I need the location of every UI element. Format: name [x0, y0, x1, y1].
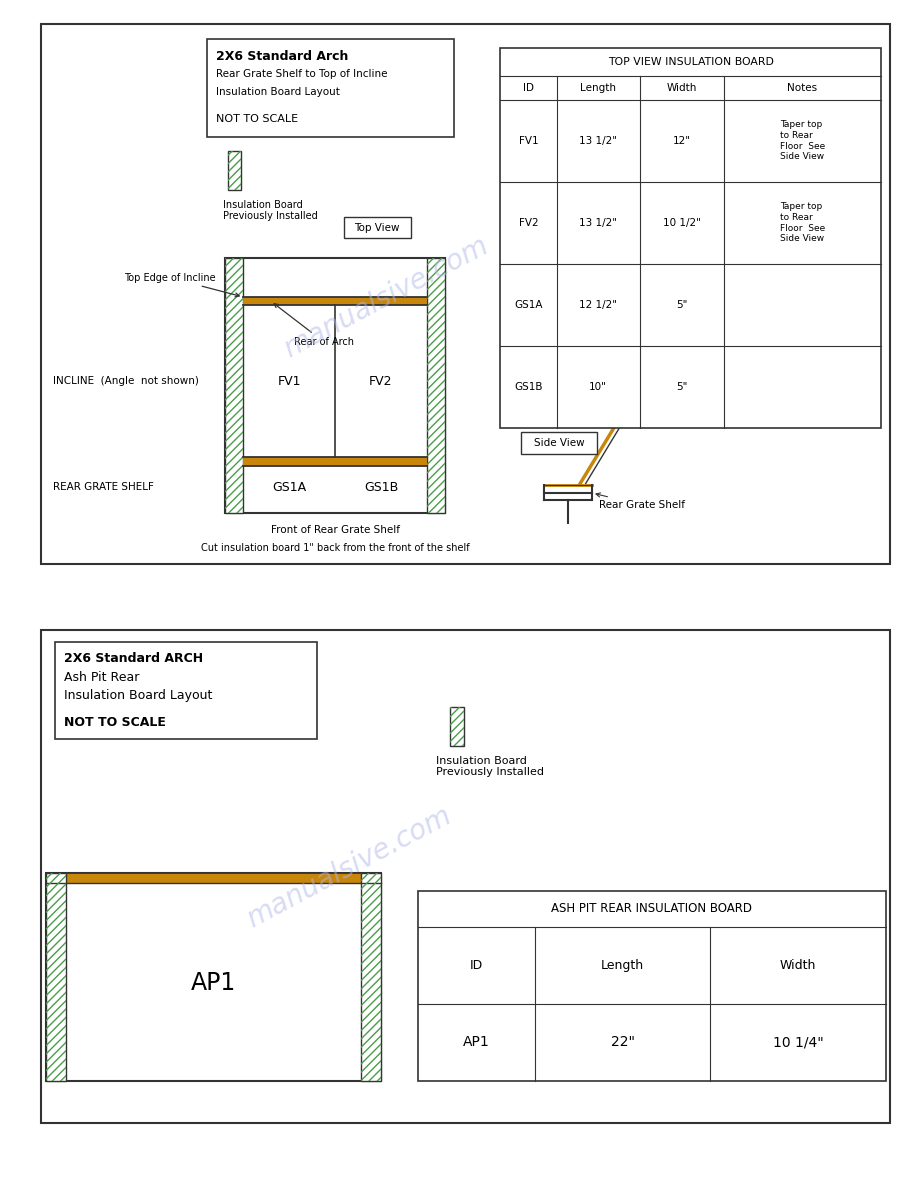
Text: Ash Pit Rear: Ash Pit Rear [64, 671, 140, 684]
Bar [427, 258, 445, 513]
Text: Width: Width [666, 83, 697, 93]
Bar [225, 258, 243, 513]
Text: REAR GRATE SHELF: REAR GRATE SHELF [53, 482, 154, 492]
Text: 10": 10" [589, 381, 607, 392]
Text: AP1: AP1 [191, 971, 236, 996]
Text: 10 1/4": 10 1/4" [773, 1036, 823, 1049]
Bar [46, 873, 66, 1081]
Bar [46, 873, 381, 1081]
Bar [521, 432, 597, 454]
Text: Insulation Board
Previously Installed: Insulation Board Previously Installed [223, 200, 318, 221]
Text: 22": 22" [610, 1036, 634, 1049]
Bar [243, 457, 427, 466]
Text: Cut insulation board 1" back from the front of the shelf: Cut insulation board 1" back from the fr… [201, 543, 469, 552]
Bar [427, 258, 445, 513]
Bar [228, 151, 241, 190]
Text: Length: Length [601, 959, 644, 972]
Bar [41, 24, 890, 564]
Bar [228, 151, 241, 190]
Bar [207, 39, 454, 137]
Text: FV1: FV1 [519, 135, 538, 146]
Text: ASH PIT REAR INSULATION BOARD: ASH PIT REAR INSULATION BOARD [552, 903, 752, 915]
Text: 13 1/2": 13 1/2" [579, 135, 617, 146]
Text: Insulation Board Layout: Insulation Board Layout [216, 87, 340, 96]
Bar [418, 891, 886, 1081]
Text: INCLINE  (Angle  not shown): INCLINE (Angle not shown) [53, 377, 199, 386]
Text: GS1B: GS1B [364, 481, 398, 493]
Text: GS1B: GS1B [514, 381, 543, 392]
Bar [46, 873, 66, 1081]
Text: Taper top
to Rear
Floor  See
Side View: Taper top to Rear Floor See Side View [779, 202, 825, 244]
Text: 13 1/2": 13 1/2" [579, 217, 617, 228]
Bar [450, 707, 464, 746]
Bar [361, 873, 381, 1081]
Text: ID: ID [470, 959, 483, 972]
Bar [225, 258, 445, 513]
Text: Incline: Incline [690, 399, 724, 409]
Text: 5": 5" [676, 381, 688, 392]
Text: Top Edge of Incline: Top Edge of Incline [124, 273, 240, 297]
Text: 12 1/2": 12 1/2" [579, 299, 617, 310]
Text: GS1A: GS1A [514, 299, 543, 310]
Text: Top View: Top View [354, 222, 400, 233]
Text: Insulation Board
Previously Installed: Insulation Board Previously Installed [436, 756, 544, 777]
Bar [450, 707, 464, 746]
Text: FV1: FV1 [277, 375, 301, 387]
Bar [344, 217, 411, 238]
Text: Taper top
to Rear
Floor  See
Side View: Taper top to Rear Floor See Side View [779, 120, 825, 162]
Text: FV2: FV2 [369, 375, 393, 387]
Text: manualsive.com: manualsive.com [278, 232, 493, 362]
Text: Rear Grate Shelf to Top of Incline: Rear Grate Shelf to Top of Incline [216, 69, 387, 78]
Bar [46, 873, 381, 883]
Text: Width: Width [780, 959, 816, 972]
Text: Rear Grate Shelf: Rear Grate Shelf [596, 493, 686, 510]
Text: Rear Floor: Rear Floor [776, 327, 829, 336]
Text: ID: ID [523, 83, 534, 93]
Text: AP1: AP1 [463, 1036, 489, 1049]
Text: 10 1/2": 10 1/2" [663, 217, 700, 228]
Text: manualsive.com: manualsive.com [241, 802, 456, 933]
Text: Rear of Arch: Rear of Arch [274, 304, 353, 347]
Text: Front of Rear Grate Shelf: Front of Rear Grate Shelf [271, 525, 399, 535]
Text: FV2: FV2 [519, 217, 538, 228]
Bar [41, 630, 890, 1123]
Text: 5": 5" [676, 299, 688, 310]
Bar [500, 48, 881, 428]
Text: Notes: Notes [788, 83, 818, 93]
Bar [55, 642, 317, 739]
Text: Insulation Board Layout: Insulation Board Layout [64, 689, 213, 702]
Text: TOP VIEW INSULATION BOARD: TOP VIEW INSULATION BOARD [608, 57, 774, 67]
Bar [361, 873, 381, 1081]
Text: 2X6 Standard ARCH: 2X6 Standard ARCH [64, 652, 204, 665]
Text: Side View: Side View [533, 438, 585, 448]
Text: NOT TO SCALE: NOT TO SCALE [216, 114, 297, 124]
Bar [243, 297, 427, 305]
Text: GS1A: GS1A [272, 481, 307, 493]
Text: NOT TO SCALE: NOT TO SCALE [64, 716, 166, 729]
Bar [225, 258, 243, 513]
Text: 12": 12" [673, 135, 690, 146]
Text: Length: Length [580, 83, 616, 93]
Text: 2X6 Standard Arch: 2X6 Standard Arch [216, 50, 348, 63]
